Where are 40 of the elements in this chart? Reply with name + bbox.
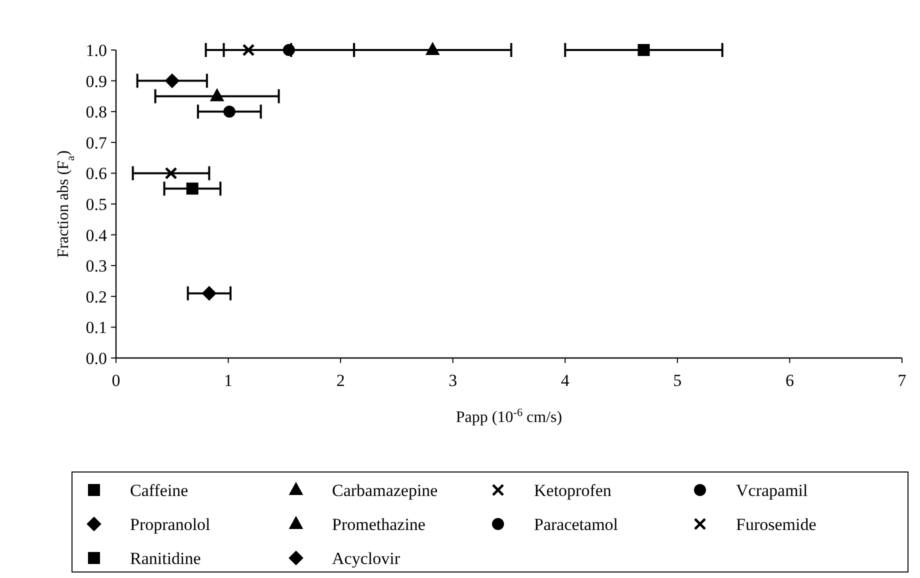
legend-label: Ranitidine — [130, 548, 201, 568]
x-tick-label: 4 — [560, 371, 570, 390]
point — [426, 43, 440, 55]
point — [165, 74, 180, 88]
y-tick-label: 0.8 — [86, 102, 107, 122]
y-tick-label: 0.1 — [86, 318, 107, 338]
y-tick-label: 0.3 — [86, 256, 107, 276]
x-tick-label: 0 — [112, 371, 120, 390]
legend-label: Acyclovir — [332, 548, 400, 568]
x-axis-title: Papp (10$^{-6}$ cm/s) — [456, 407, 562, 426]
point — [202, 286, 216, 300]
y-tick-label: 0.2 — [86, 287, 107, 306]
legend-label: Paracetamol — [534, 514, 618, 534]
x-tick-label: 3 — [448, 371, 458, 390]
point — [210, 89, 224, 102]
y-tick-label: 0.9 — [86, 72, 107, 91]
y-tick-label: 0.5 — [86, 194, 107, 214]
legend-label: Promethazine — [332, 514, 426, 534]
point — [282, 44, 295, 56]
x-tick-label: 2 — [336, 371, 345, 390]
point — [164, 166, 178, 180]
legend-label: Propranolol — [130, 514, 211, 534]
x-tick-label: 5 — [673, 371, 682, 390]
legend-label: Furosemide — [736, 514, 816, 534]
y-tick-label: 0.0 — [86, 348, 107, 368]
y-tick-label: 0.6 — [86, 164, 107, 184]
point — [186, 182, 198, 195]
legend-label: Ketoprofen — [534, 480, 612, 500]
point — [242, 44, 255, 56]
legend-label: Vcrapamil — [736, 480, 808, 500]
y-tick-label: 0.4 — [86, 226, 108, 245]
x-tick-label: 6 — [785, 371, 794, 390]
legend-label: Carbamazepine — [332, 480, 438, 500]
point — [638, 44, 650, 56]
y-tick-label: 0.7 — [86, 133, 108, 152]
legend-label: Caffeine — [130, 480, 188, 500]
y-tick-label: 1.0 — [86, 40, 107, 60]
point — [223, 106, 236, 118]
x-tick-label: 7 — [898, 371, 907, 390]
x-tick-label: 1 — [224, 371, 233, 390]
